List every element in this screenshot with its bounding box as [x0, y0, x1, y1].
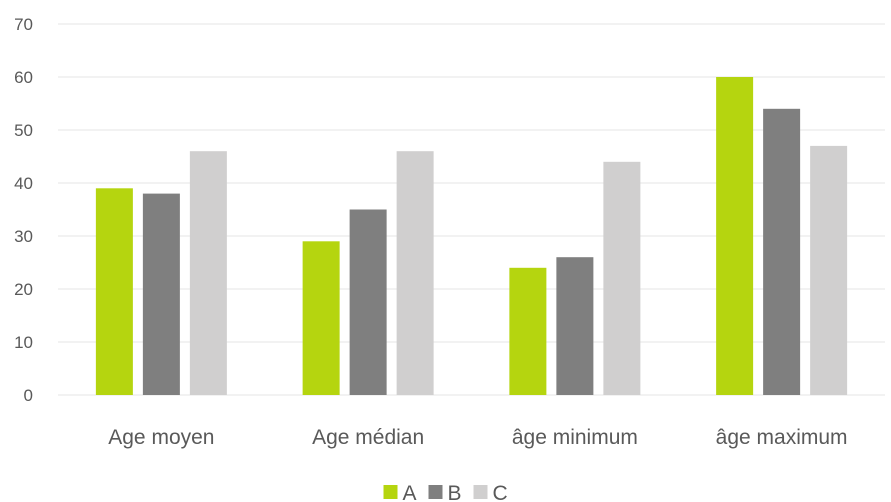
bar-A-3	[716, 77, 754, 395]
y-tick-label-30: 30	[14, 227, 33, 246]
bar-B-1	[349, 209, 387, 395]
y-tick-label-50: 50	[14, 121, 33, 140]
legend-swatch-B	[428, 485, 443, 499]
legend-label-C: C	[493, 482, 508, 502]
bar-A-1	[302, 241, 340, 395]
bar-B-3	[763, 108, 801, 396]
bar-C-0	[189, 151, 227, 395]
bar-A-0	[95, 188, 133, 395]
x-axis-category-labels: Age moyen Age médian âge minimum âge maximu…	[108, 426, 847, 449]
legend-item-B: B	[428, 482, 462, 502]
x-category-label-0: Age moyen	[108, 426, 214, 449]
y-tick-label-60: 60	[14, 68, 33, 87]
y-tick-label-40: 40	[14, 174, 33, 193]
legend-swatch-C	[473, 485, 488, 499]
bar-B-2	[556, 257, 594, 395]
gridlines	[58, 23, 885, 396]
bar-B-0	[142, 193, 180, 395]
y-tick-label-10: 10	[14, 333, 33, 352]
y-tick-label-70: 70	[14, 15, 33, 34]
legend: A B C	[383, 482, 508, 502]
legend-label-B: B	[448, 482, 462, 502]
bar-C-2	[603, 161, 641, 395]
y-tick-label-20: 20	[14, 280, 33, 299]
legend-item-A: A	[383, 482, 417, 502]
x-category-label-3: âge maximum	[716, 426, 848, 449]
bar-C-1	[396, 151, 434, 395]
legend-swatch-A	[383, 485, 398, 499]
y-axis-tick-labels: 0 10 20 30 40 50 60 70	[14, 15, 33, 405]
bar-C-3	[810, 145, 848, 395]
bar-A-2	[509, 267, 547, 395]
legend-item-C: C	[473, 482, 508, 502]
legend-label-A: A	[403, 482, 417, 502]
y-tick-label-0: 0	[24, 386, 33, 405]
x-category-label-2: âge minimum	[512, 426, 638, 449]
bars	[95, 77, 848, 396]
x-category-label-1: Age médian	[312, 426, 424, 449]
